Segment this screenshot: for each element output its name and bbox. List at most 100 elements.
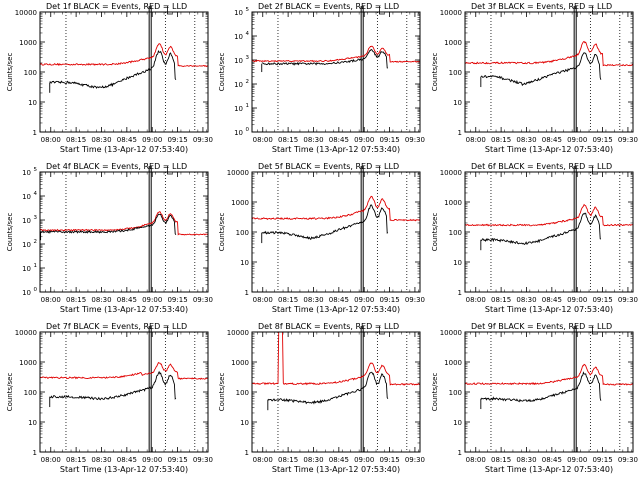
- x-axis-label: Start Time (13-Apr-12 07:53:40): [272, 465, 400, 474]
- y-tick-label: 10000: [440, 169, 462, 177]
- x-tick-label: 08:30: [91, 136, 111, 144]
- lld-curve: [251, 45, 421, 63]
- plot-frame: [251, 331, 421, 453]
- panel-det-8f: Det 8f BLACK = Events, RED = LLD Counts/s…: [218, 322, 425, 474]
- x-tick-label: 08:00: [253, 456, 273, 464]
- y-tick-label: 10: [22, 289, 31, 297]
- y-tick-label: 1000: [231, 359, 249, 367]
- x-tick-label: 09:00: [354, 456, 374, 464]
- panel-det-5f: Det 5f BLACK = Events, RED = LLD Counts/s…: [218, 162, 425, 314]
- x-tick-label: 09:30: [193, 296, 213, 304]
- y-axis-label: Counts/sec: [218, 53, 226, 92]
- y-tick-label: 1: [458, 449, 462, 457]
- x-tick-label: 09:15: [379, 136, 399, 144]
- panel-det-6f: Det 6f BLACK = Events, RED = LLD Counts/s…: [431, 162, 638, 314]
- y-tick-label: 10000: [440, 329, 462, 337]
- x-tick-label: 08:15: [491, 456, 511, 464]
- y-tick-label: 1000: [444, 199, 462, 207]
- x-tick-label: 08:00: [466, 456, 486, 464]
- marker-flag: [167, 6, 173, 15]
- marker-flag: [592, 166, 598, 175]
- y-tick-label: 10: [234, 81, 243, 89]
- y-tick-label: 10: [234, 9, 243, 17]
- y-tick-exponent: 5: [34, 167, 38, 173]
- panel-det-3f: Det 3f BLACK = Events, RED = LLD Counts/s…: [431, 2, 638, 154]
- lld-curve: [464, 40, 634, 67]
- x-tick-label: 08:30: [303, 136, 323, 144]
- y-tick-exponent: 1: [246, 103, 250, 109]
- x-tick-label: 08:00: [466, 136, 486, 144]
- y-tick-exponent: 0: [34, 287, 38, 293]
- y-tick-label: 1000: [19, 39, 37, 47]
- x-tick-label: 09:30: [193, 136, 213, 144]
- panel-title: Det 7f BLACK = Events, RED = LLD: [46, 322, 187, 331]
- y-axis-label: Counts/sec: [218, 213, 226, 252]
- x-tick-label: 08:45: [329, 136, 349, 144]
- events-curve: [261, 204, 389, 241]
- x-tick-label: 09:30: [405, 296, 425, 304]
- x-tick-label: 08:45: [117, 456, 137, 464]
- x-tick-label: 09:00: [142, 456, 162, 464]
- marker-flag: [167, 326, 173, 335]
- x-tick-label: 08:45: [117, 136, 137, 144]
- y-tick-exponent: 4: [34, 191, 38, 197]
- events-curve: [49, 370, 177, 401]
- x-tick-label: 09:15: [167, 136, 187, 144]
- x-axis-label: Start Time (13-Apr-12 07:53:40): [485, 305, 613, 314]
- panel-title: Det 1f BLACK = Events, RED = LLD: [46, 2, 187, 11]
- x-tick-label: 08:15: [491, 136, 511, 144]
- plot-frame: [39, 11, 209, 133]
- plot-frame: [39, 171, 209, 293]
- panel-det-1f: Det 1f BLACK = Events, RED = LLD Counts/s…: [6, 2, 213, 154]
- y-tick-exponent: 3: [34, 215, 38, 221]
- y-tick-label: 10: [240, 259, 249, 267]
- panel-title: Det 6f BLACK = Events, RED = LLD: [471, 162, 612, 171]
- lld-curve: [39, 211, 209, 236]
- x-tick-label: 08:00: [41, 136, 61, 144]
- x-tick-label: 09:15: [379, 296, 399, 304]
- y-tick-label: 1: [33, 449, 37, 457]
- x-tick-label: 08:45: [117, 296, 137, 304]
- y-tick-label: 10: [22, 217, 31, 225]
- marker-flag: [379, 326, 385, 335]
- y-axis-label: Counts/sec: [431, 373, 439, 412]
- y-tick-label: 1: [245, 289, 249, 297]
- y-tick-exponent: 4: [246, 31, 250, 37]
- x-tick-label: 08:15: [66, 136, 86, 144]
- y-axis-label: Counts/sec: [431, 213, 439, 252]
- y-tick-label: 10: [28, 419, 37, 427]
- y-tick-label: 1: [458, 289, 462, 297]
- x-tick-label: 08:45: [542, 136, 562, 144]
- panel-title: Det 2f BLACK = Events, RED = LLD: [258, 2, 399, 11]
- y-tick-label: 10: [234, 57, 243, 65]
- x-tick-label: 08:45: [542, 296, 562, 304]
- plot-frame: [39, 331, 209, 453]
- x-tick-label: 08:00: [253, 136, 273, 144]
- x-tick-label: 08:00: [253, 296, 273, 304]
- lld-curve: [39, 43, 208, 68]
- plot-frame: [464, 331, 634, 453]
- x-tick-label: 08:30: [303, 296, 323, 304]
- y-tick-label: 10000: [15, 329, 37, 337]
- x-tick-label: 09:15: [167, 456, 187, 464]
- y-tick-label: 1: [33, 129, 37, 137]
- panel-det-9f: Det 9f BLACK = Events, RED = LLD Counts/s…: [431, 322, 638, 474]
- plot-frame: [464, 171, 634, 293]
- x-tick-label: 08:45: [329, 456, 349, 464]
- x-tick-label: 08:30: [91, 296, 111, 304]
- x-tick-label: 09:15: [592, 296, 612, 304]
- x-tick-label: 09:15: [167, 296, 187, 304]
- panel-title: Det 3f BLACK = Events, RED = LLD: [471, 2, 612, 11]
- y-tick-label: 10000: [15, 9, 37, 17]
- y-tick-label: 10: [453, 419, 462, 427]
- y-tick-label: 100: [236, 229, 249, 237]
- x-tick-label: 09:30: [405, 456, 425, 464]
- panel-title: Det 8f BLACK = Events, RED = LLD: [258, 322, 399, 331]
- x-tick-label: 09:30: [618, 136, 638, 144]
- x-tick-label: 09:30: [618, 456, 638, 464]
- x-tick-label: 08:15: [278, 136, 298, 144]
- lld-curve: [251, 331, 421, 386]
- x-tick-label: 09:00: [567, 136, 587, 144]
- x-axis-label: Start Time (13-Apr-12 07:53:40): [485, 145, 613, 154]
- x-tick-label: 08:15: [66, 456, 86, 464]
